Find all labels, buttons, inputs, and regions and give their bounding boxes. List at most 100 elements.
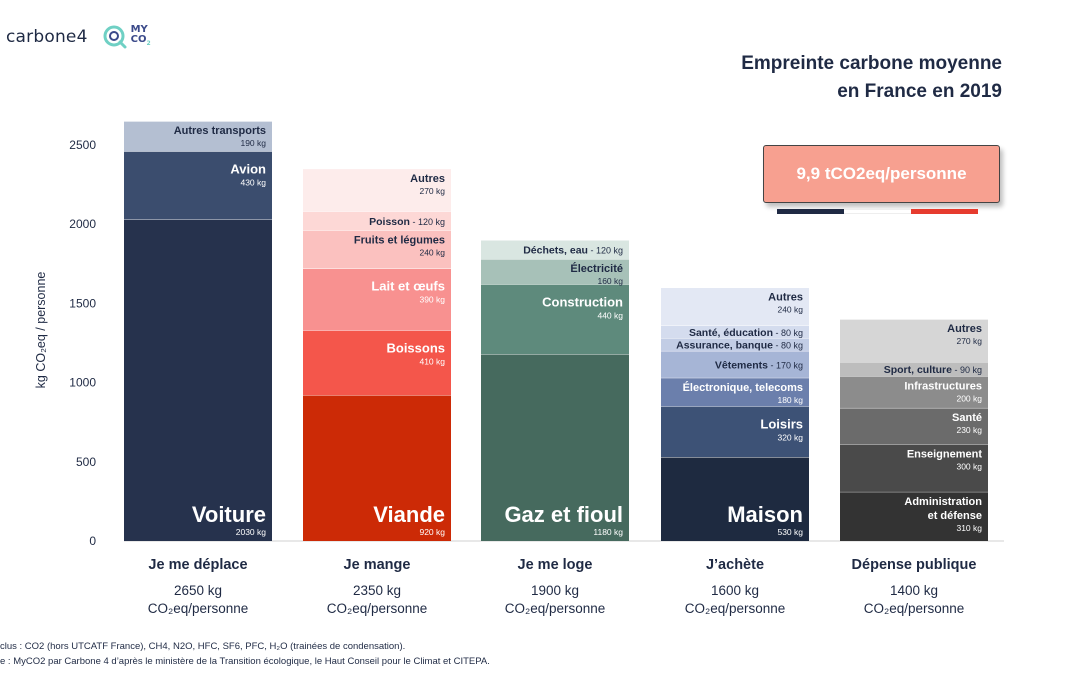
- category-unit: CO₂eq/personne: [148, 601, 249, 616]
- segment-label-autres-transports: Autres transports: [174, 125, 266, 137]
- bar-segment-gaz-et-fioul: [481, 354, 629, 541]
- total-badge: 9,9 tCO2eq/personne: [763, 145, 1000, 203]
- bar-segment-boissons: [303, 330, 451, 396]
- category-total: 2650 kg: [174, 583, 222, 598]
- segment-label-lait-et-ufs: Lait et œufs: [371, 279, 445, 294]
- bar-segment-autres: [661, 287, 809, 326]
- category-total: 2350 kg: [353, 583, 401, 598]
- bar-segment-maison: [661, 457, 809, 541]
- segment-label-autres: Autres: [410, 173, 445, 185]
- bar-segment-poisson: [303, 211, 451, 231]
- bar-segment-autres: [303, 168, 451, 212]
- bar-segment-infrastructures: [840, 376, 988, 408]
- inline-label-value: - 80 kg: [773, 341, 803, 351]
- bar-segment-voiture: [124, 219, 272, 541]
- bar-segment-construction: [481, 284, 629, 355]
- bar-segment-vetements: [661, 350, 809, 378]
- category-total: 1900 kg: [531, 583, 579, 598]
- segment-label-administration-et-defense-line2: et défense: [928, 510, 982, 522]
- bar-segment-autres-transports: [124, 121, 272, 152]
- inline-label-name: Poisson: [369, 216, 410, 228]
- inline-label-name: Vêtements: [715, 359, 768, 371]
- bar-segment-electricite: [481, 259, 629, 285]
- inline-label-value: - 80 kg: [773, 328, 803, 338]
- segment-label-avion: Avion: [230, 161, 266, 176]
- category-unit: CO₂eq/personne: [327, 601, 428, 616]
- segment-value: 310 kg: [956, 523, 982, 533]
- footnote-source: e : MyCO2 par Carbone 4 d’après le minis…: [0, 656, 490, 667]
- bar-segment-fruits-et-legumes: [303, 230, 451, 269]
- bar-segment-autres: [840, 319, 988, 363]
- segment-label-fruits-et-legumes: Fruits et légumes: [354, 235, 445, 247]
- bar-segment-enseignement: [840, 444, 988, 492]
- title-line2: en France en 2019: [837, 81, 1002, 102]
- segment-value: 230 kg: [956, 425, 982, 435]
- segment-value: 390 kg: [419, 295, 445, 305]
- segment-value: 530 kg: [777, 527, 803, 537]
- myco2-wordmark: MY CO2: [131, 25, 151, 49]
- category-unit: CO₂eq/personne: [505, 601, 606, 616]
- footnote-gases: clus : CO2 (hors UTCATF France), CH4, N2…: [0, 641, 406, 652]
- myco2-sub: 2: [146, 40, 151, 47]
- segment-value: 160 kg: [597, 276, 623, 286]
- carbone4-logo: carbone4: [6, 27, 88, 47]
- segment-label-dechets-eau: Déchets, eau - 120 kg: [523, 245, 623, 257]
- inline-label-value: - 170 kg: [768, 360, 803, 370]
- flag-white: [844, 209, 911, 214]
- bar-segment-assurance-banque: [661, 338, 809, 351]
- bar-segment-viande: [303, 395, 451, 541]
- segment-label-maison: Maison: [727, 502, 803, 527]
- myco2-logo: MY CO2: [102, 24, 151, 50]
- segment-value: 190 kg: [240, 138, 266, 148]
- bar-segment-sante: [840, 407, 988, 445]
- total-badge-text: 9,9 tCO2eq/personne: [796, 164, 967, 183]
- segment-label-vetements: Vêtements - 170 kg: [715, 359, 803, 371]
- segment-label-loisirs: Loisirs: [760, 416, 803, 431]
- inline-label-value: - 120 kg: [588, 246, 623, 256]
- segment-label-sante: Santé: [952, 412, 982, 424]
- segment-label-administration-et-defense: Administration: [904, 496, 982, 508]
- segment-label-sport-culture: Sport, culture - 90 kg: [884, 364, 982, 376]
- inline-label-value: - 90 kg: [952, 365, 982, 375]
- segment-label-autres: Autres: [768, 292, 803, 304]
- segment-value: 180 kg: [777, 395, 803, 405]
- flag-blue: [777, 209, 844, 214]
- inline-label-name: Déchets, eau: [523, 245, 588, 257]
- title-line1: Empreinte carbone moyenne: [741, 53, 1002, 74]
- myco2-circle-icon: [103, 25, 127, 49]
- inline-label-name: Assurance, banque: [676, 340, 773, 352]
- segment-value: 240 kg: [419, 248, 445, 258]
- y-tick-label: 0: [89, 534, 96, 548]
- segment-label-viande: Viande: [373, 502, 445, 527]
- segment-value: 300 kg: [956, 461, 982, 471]
- segment-label-construction: Construction: [542, 294, 623, 309]
- y-tick-label: 2500: [69, 138, 96, 152]
- segment-label-autres: Autres: [947, 323, 982, 335]
- segment-label-gaz-et-fioul: Gaz et fioul: [504, 502, 623, 527]
- segment-value: 440 kg: [597, 310, 623, 320]
- bar-segment-sport-culture: [840, 362, 988, 377]
- category-label-depense-publique: Dépense publique: [852, 557, 977, 573]
- bar-segment-dechets-eau: [481, 240, 629, 260]
- category-total: 1400 kg: [890, 583, 938, 598]
- inline-label-value: - 120 kg: [410, 217, 445, 227]
- segment-value: 920 kg: [419, 527, 445, 537]
- segment-value: 270 kg: [419, 186, 445, 196]
- segment-value: 240 kg: [777, 305, 803, 315]
- bar-segment-electronique-telecoms: [661, 377, 809, 407]
- inline-label-name: Santé, éducation: [689, 327, 773, 339]
- y-tick-label: 2000: [69, 217, 96, 231]
- bar-segment-administration-et-defense: [840, 491, 988, 541]
- french-flag-stripe: [777, 209, 978, 214]
- y-tick-label: 1000: [69, 376, 96, 390]
- segment-value: 270 kg: [956, 336, 982, 346]
- bar-segment-loisirs: [661, 406, 809, 458]
- segment-value: 2030 kg: [236, 527, 267, 537]
- segment-label-electricite: Électricité: [570, 262, 623, 275]
- segment-value: 430 kg: [240, 177, 266, 187]
- segment-value: 410 kg: [419, 356, 445, 366]
- segment-label-enseignement: Enseignement: [907, 448, 983, 460]
- y-tick-label: 1500: [69, 296, 96, 310]
- segment-label-electronique-telecoms: Électronique, telecoms: [683, 381, 803, 394]
